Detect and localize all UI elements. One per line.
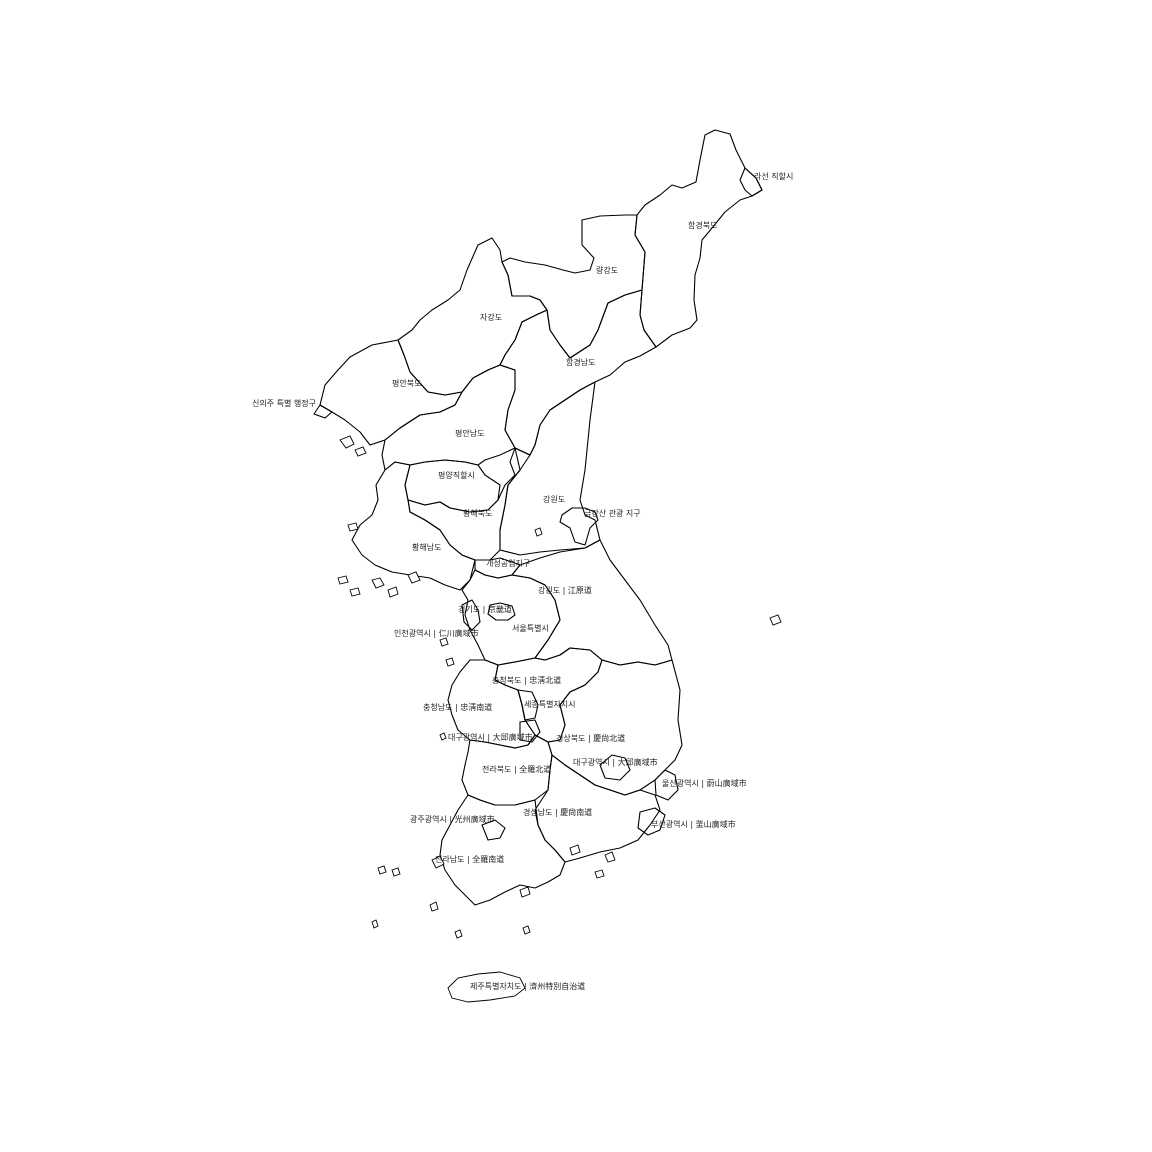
label-gwangju: 광주광역시 | 光州廣域市 [410,814,495,824]
region-seoul [487,602,516,621]
region-jeonnam [439,794,566,906]
region-kumgangsan [559,507,599,546]
label-pyongyang: 평양직할시 [438,470,475,480]
label-gyeonggi: 경기도 | 京畿道 [458,604,512,614]
region-pyongan-north [319,339,463,446]
region-gyeongbuk [547,659,683,796]
region-hwanghae-south [351,461,476,591]
label-hamgyong-north: 함경북도 [688,220,717,230]
region-jeju [447,971,526,1003]
label-jeju: 제주특별자치도 | 濟州特別自治道 [470,981,585,991]
label-jeonnam: 전라남도 | 全羅南道 [435,854,504,864]
label-kangwon-north: 강원도 [543,494,565,504]
label-jeonbuk: 전라북도 | 全羅北道 [482,764,551,774]
label-pyongan-north: 평안북도 [392,378,421,388]
label-seoul: 서울특별시 [512,623,549,633]
label-daegu: 대구광역시 | 大邱廣域市 [573,757,658,767]
region-busan [637,807,666,836]
label-kumgangsan: 금강산 관광 지구 [584,508,641,518]
region-daegu [599,754,631,781]
region-hamgyong-south [499,289,657,456]
region-sinuiju [313,404,333,419]
label-kaesong: 개성공업지구 [486,558,530,568]
label-chungbuk: 충청북도 | 忠淸北道 [492,675,561,685]
label-sinuiju: 신의주 특별 행정구 [252,398,316,408]
region-ulsan [654,769,679,801]
region-gyeongnam [534,754,661,863]
label-chungnam: 충청남도 | 忠淸南道 [423,702,492,712]
region-rason [739,167,763,197]
label-sejong: 세종특별자치시 [524,699,576,709]
region-pyongyang [404,459,501,513]
label-hwanghae-north: 황해북도 [463,508,492,518]
label-busan: 부산광역시 | 釜山廣域市 [651,819,736,829]
region-gangwon-south [511,539,673,666]
label-gangwon-south: 강원도 | 江原道 [538,585,592,595]
region-ryanggang [501,214,646,359]
label-daejeon: 대구광역시 | 大邱廣域市 [448,732,533,742]
label-pyongan-south: 평안남도 [455,428,484,438]
region-hamgyong-north [634,129,763,348]
label-chagang: 자강도 [480,312,502,322]
region-sejong [517,689,539,721]
label-rason: 라선 직할시 [754,171,793,181]
label-incheon: 인천광역시 | 仁川廣域市 [394,628,479,638]
label-gyeongbuk: 경상북도 | 慶尙北道 [556,733,625,743]
region-gwangju [481,819,506,841]
label-ulsan: 울산광역시 | 蔚山廣域市 [662,778,747,788]
region-incheon [461,599,481,631]
region-daejeon [519,719,541,743]
coastal-islands [337,435,782,939]
label-ryanggang: 량강도 [596,265,618,275]
label-hwanghae-south: 황해남도 [412,542,441,552]
label-gyeongnam: 경상남도 | 慶尙南道 [523,807,592,817]
label-hamgyong-south: 함경남도 [566,357,595,367]
region-chungbuk [494,647,603,743]
region-kangwon-north [499,381,601,556]
